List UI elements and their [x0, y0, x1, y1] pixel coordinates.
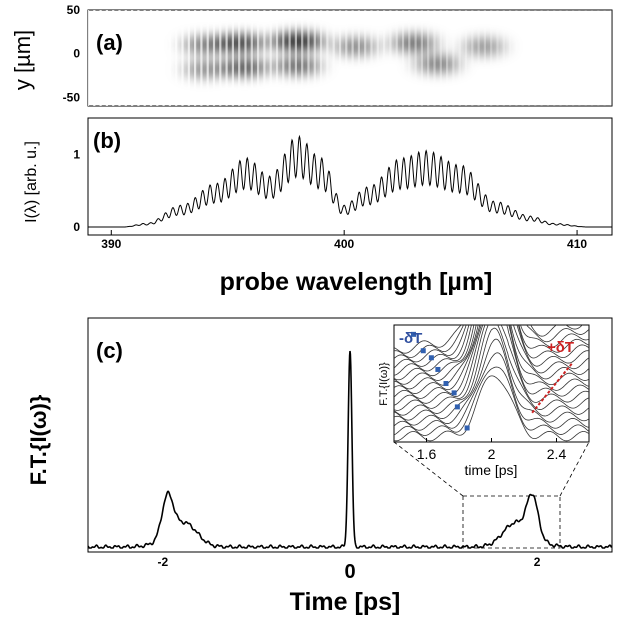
- inset-curve: [394, 325, 589, 358]
- panel-b-ytick-label: 1: [73, 147, 80, 161]
- panel-a-label: (a): [96, 30, 123, 55]
- panel-c-ylabel: F.T.{I(ω)}: [26, 394, 51, 485]
- panel-c-tick-labels: -2 0 2: [158, 555, 541, 583]
- panel-a-ytick-label: 0: [73, 47, 80, 61]
- inset-curve: [394, 325, 589, 390]
- panel-a-frame: [87, 9, 613, 107]
- inset-blue-marker: [464, 425, 470, 431]
- inset-blue-marker: [420, 348, 426, 354]
- inset-curve: [394, 338, 589, 426]
- inset-xtick-label: 2: [488, 446, 496, 462]
- inset-markers: [411, 331, 574, 431]
- inset-curve: [394, 366, 589, 436]
- panel-a-ylabel: y [µm]: [10, 30, 35, 90]
- panel-b-xtick-label: 410: [567, 237, 587, 251]
- panel-b: (b) 390 400 410 0 1 I(λ) [arb. u.] probe wav…: [23, 117, 613, 296]
- panel-c-xtick-label: 0: [344, 561, 355, 583]
- panel-b-xlabel: probe wavelength [µm]: [220, 268, 493, 296]
- inset-curve: [394, 325, 589, 394]
- panel-c-xtick-label: 2: [534, 555, 541, 569]
- panel-a: (a) 50 0 -50 y [µm]: [10, 3, 613, 107]
- inset-curve: [394, 325, 589, 385]
- panel-c-xtick-label: -2: [158, 555, 169, 569]
- inset-curve: [394, 325, 583, 354]
- heatmap-blob: [463, 37, 505, 56]
- inset-curve: [394, 325, 589, 381]
- panel-a-ytick-label: 50: [67, 3, 81, 17]
- panel-b-frame: [87, 117, 613, 236]
- heatmap-blob: [271, 32, 324, 51]
- heatmap-image: [88, 10, 612, 106]
- inset-curve: [394, 325, 589, 406]
- inset-blue-marker: [443, 381, 449, 386]
- inset-curve: [394, 325, 589, 399]
- inset-xlabel: time [ps]: [465, 462, 518, 478]
- ft-line: [87, 350, 613, 549]
- inset-annotation-pos: +δT: [547, 339, 574, 356]
- inset-blue-marker: [428, 355, 434, 361]
- zoom-connector-left: [393, 441, 464, 497]
- heatmap-blob: [391, 34, 437, 53]
- panel-b-ytick-label: 0: [73, 220, 80, 234]
- inset-curve: [394, 325, 589, 369]
- inset-curve: [394, 325, 589, 416]
- panel-b-xtick-label: 400: [334, 237, 354, 251]
- inset-curve: [394, 352, 589, 431]
- inset-curve: [394, 327, 589, 421]
- heatmap-blob: [274, 56, 321, 75]
- inset-blue-marker: [454, 404, 460, 410]
- panel-b-ylabel: I(λ) [arb. u.]: [23, 141, 40, 223]
- inset-ylabel: F.T.{I(ω)}: [378, 362, 390, 406]
- inset-curve: [394, 325, 589, 363]
- panel-c-xlabel: Time [ps]: [290, 588, 401, 616]
- inset-blue-marker: [451, 390, 457, 396]
- inset-xtick-label: 1.6: [417, 446, 437, 462]
- panel-b-tick-labels: 390 400 410 0 1: [73, 147, 587, 251]
- zoom-box: [462, 495, 561, 549]
- zoom-connector-right: [559, 441, 590, 497]
- panel-a-ytick-labels: 50 0 -50: [63, 3, 81, 104]
- inset-annotation-neg: -δT: [399, 330, 422, 347]
- inset-blue-marker: [435, 366, 441, 372]
- panel-c-label: (c): [96, 338, 123, 363]
- panel-b-label: (b): [93, 128, 121, 153]
- spectrum-line: [88, 134, 612, 228]
- panel-b-xtick-label: 390: [101, 237, 121, 251]
- inset-tick-labels: 1.6 2 2.4: [417, 438, 567, 462]
- heatmap-blob: [182, 35, 227, 54]
- heatmap-blob: [415, 55, 459, 74]
- inset-frame: [393, 324, 590, 443]
- inset: -δT +δT F.T.{I(ω)} 1.6 2 2.4 time [ps]: [378, 324, 590, 478]
- inset-curve: [394, 325, 589, 411]
- panel-a-ytick-label: -50: [63, 90, 81, 104]
- inset-red-trend: [531, 361, 574, 414]
- panel-c: (c) -2 0 2 F.T.{I(ω)} Time [ps] -δT +δT F.…: [26, 317, 613, 616]
- inset-xtick-label: 2.4: [547, 446, 567, 462]
- inset-curve: [394, 325, 589, 376]
- inset-blue-marker: [411, 331, 416, 337]
- inset-curves: [394, 325, 589, 442]
